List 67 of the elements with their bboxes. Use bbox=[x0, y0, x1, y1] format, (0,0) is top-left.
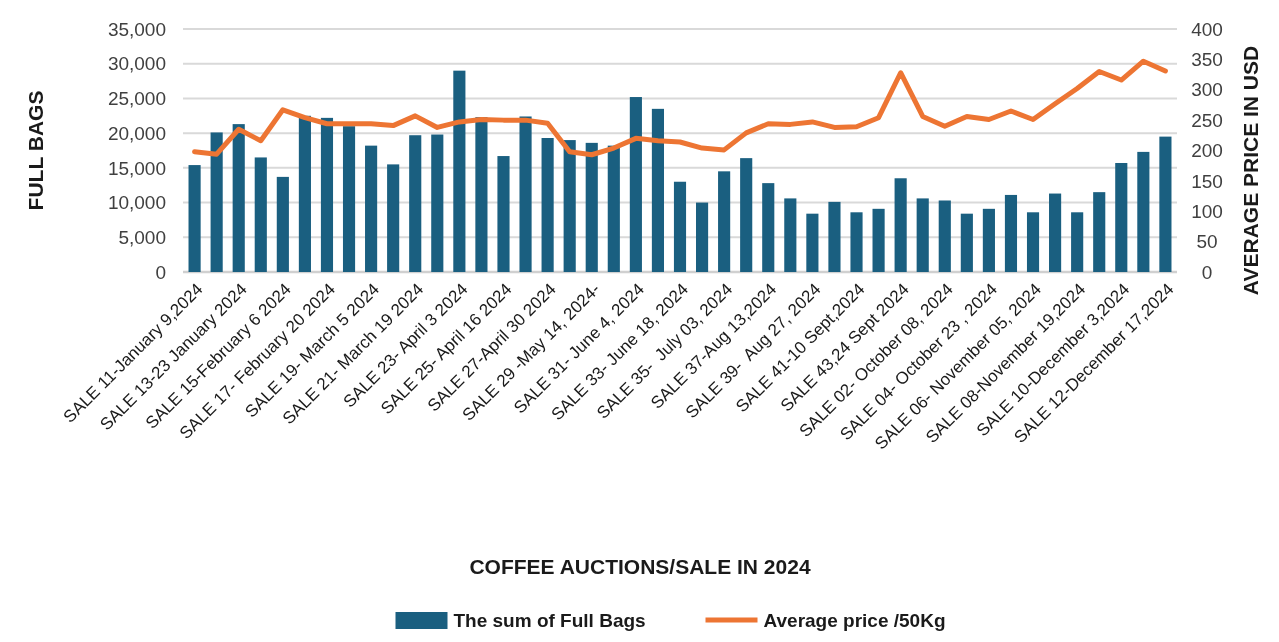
bar bbox=[365, 145, 378, 272]
legend-label: The sum of Full Bags bbox=[453, 609, 646, 631]
bar bbox=[960, 213, 973, 272]
y2-tick-label: 0 bbox=[1201, 261, 1213, 283]
bar bbox=[210, 132, 223, 272]
bar bbox=[916, 198, 929, 272]
bar bbox=[541, 138, 554, 272]
bar bbox=[784, 198, 797, 272]
y2-tick-label: 400 bbox=[1191, 18, 1223, 40]
bar bbox=[320, 117, 334, 272]
bar bbox=[563, 140, 576, 272]
bar bbox=[585, 142, 598, 272]
bar bbox=[431, 134, 444, 272]
y2-tick-label: 250 bbox=[1191, 109, 1223, 131]
bar bbox=[409, 135, 422, 272]
bar bbox=[232, 124, 245, 272]
bar bbox=[696, 202, 709, 272]
bar bbox=[607, 145, 620, 272]
bar bbox=[1026, 212, 1040, 272]
legend-label: Average price /50Kg bbox=[763, 609, 946, 631]
bar bbox=[1137, 151, 1150, 272]
bar bbox=[1049, 193, 1062, 272]
bar bbox=[806, 213, 819, 272]
y2-tick-label: 300 bbox=[1191, 79, 1223, 101]
bar bbox=[497, 156, 510, 272]
bar bbox=[1115, 163, 1128, 272]
bar bbox=[740, 158, 753, 272]
bar bbox=[1071, 212, 1084, 272]
bar bbox=[1159, 136, 1172, 272]
bar bbox=[629, 97, 642, 272]
y2-tick-label: 100 bbox=[1191, 200, 1223, 222]
y-tick-label: 30,000 bbox=[107, 53, 166, 75]
bar bbox=[982, 208, 995, 272]
bar bbox=[894, 178, 907, 272]
y-tick-label: 0 bbox=[155, 261, 166, 283]
bar bbox=[475, 117, 488, 272]
bar bbox=[254, 157, 267, 272]
bar bbox=[1004, 194, 1018, 272]
y-tick-label: 25,000 bbox=[107, 88, 166, 110]
y2-tick-label: 350 bbox=[1191, 49, 1223, 71]
y2-tick-label: 50 bbox=[1196, 231, 1218, 253]
bar bbox=[519, 116, 532, 272]
y-tick-label: 15,000 bbox=[107, 157, 166, 179]
y-tick-label: 35,000 bbox=[107, 18, 166, 40]
bar bbox=[1093, 192, 1106, 272]
bar bbox=[762, 183, 775, 272]
bar bbox=[651, 108, 664, 272]
bar bbox=[718, 171, 731, 272]
bar bbox=[850, 212, 863, 272]
bar bbox=[276, 176, 289, 272]
bar bbox=[828, 201, 841, 272]
y-tick-label: 5,000 bbox=[118, 226, 166, 248]
bar bbox=[387, 164, 400, 272]
x-axis-title: COFFEE AUCTIONS/SALE IN 2024 bbox=[469, 555, 811, 578]
y-tick-label: 20,000 bbox=[107, 122, 166, 144]
bar bbox=[342, 126, 356, 272]
bar bbox=[872, 208, 885, 272]
bar bbox=[938, 200, 951, 272]
bar bbox=[298, 115, 311, 272]
bar bbox=[188, 165, 201, 272]
bar bbox=[673, 181, 687, 272]
y-tick-label: 10,000 bbox=[107, 192, 166, 214]
y2-axis-title: AVERAGE PRICE IN USD bbox=[1239, 45, 1262, 296]
y2-tick-label: 200 bbox=[1191, 140, 1223, 162]
bar bbox=[453, 70, 466, 272]
y2-tick-label: 150 bbox=[1191, 170, 1223, 192]
y-axis-title: FULL BAGS bbox=[24, 90, 47, 211]
